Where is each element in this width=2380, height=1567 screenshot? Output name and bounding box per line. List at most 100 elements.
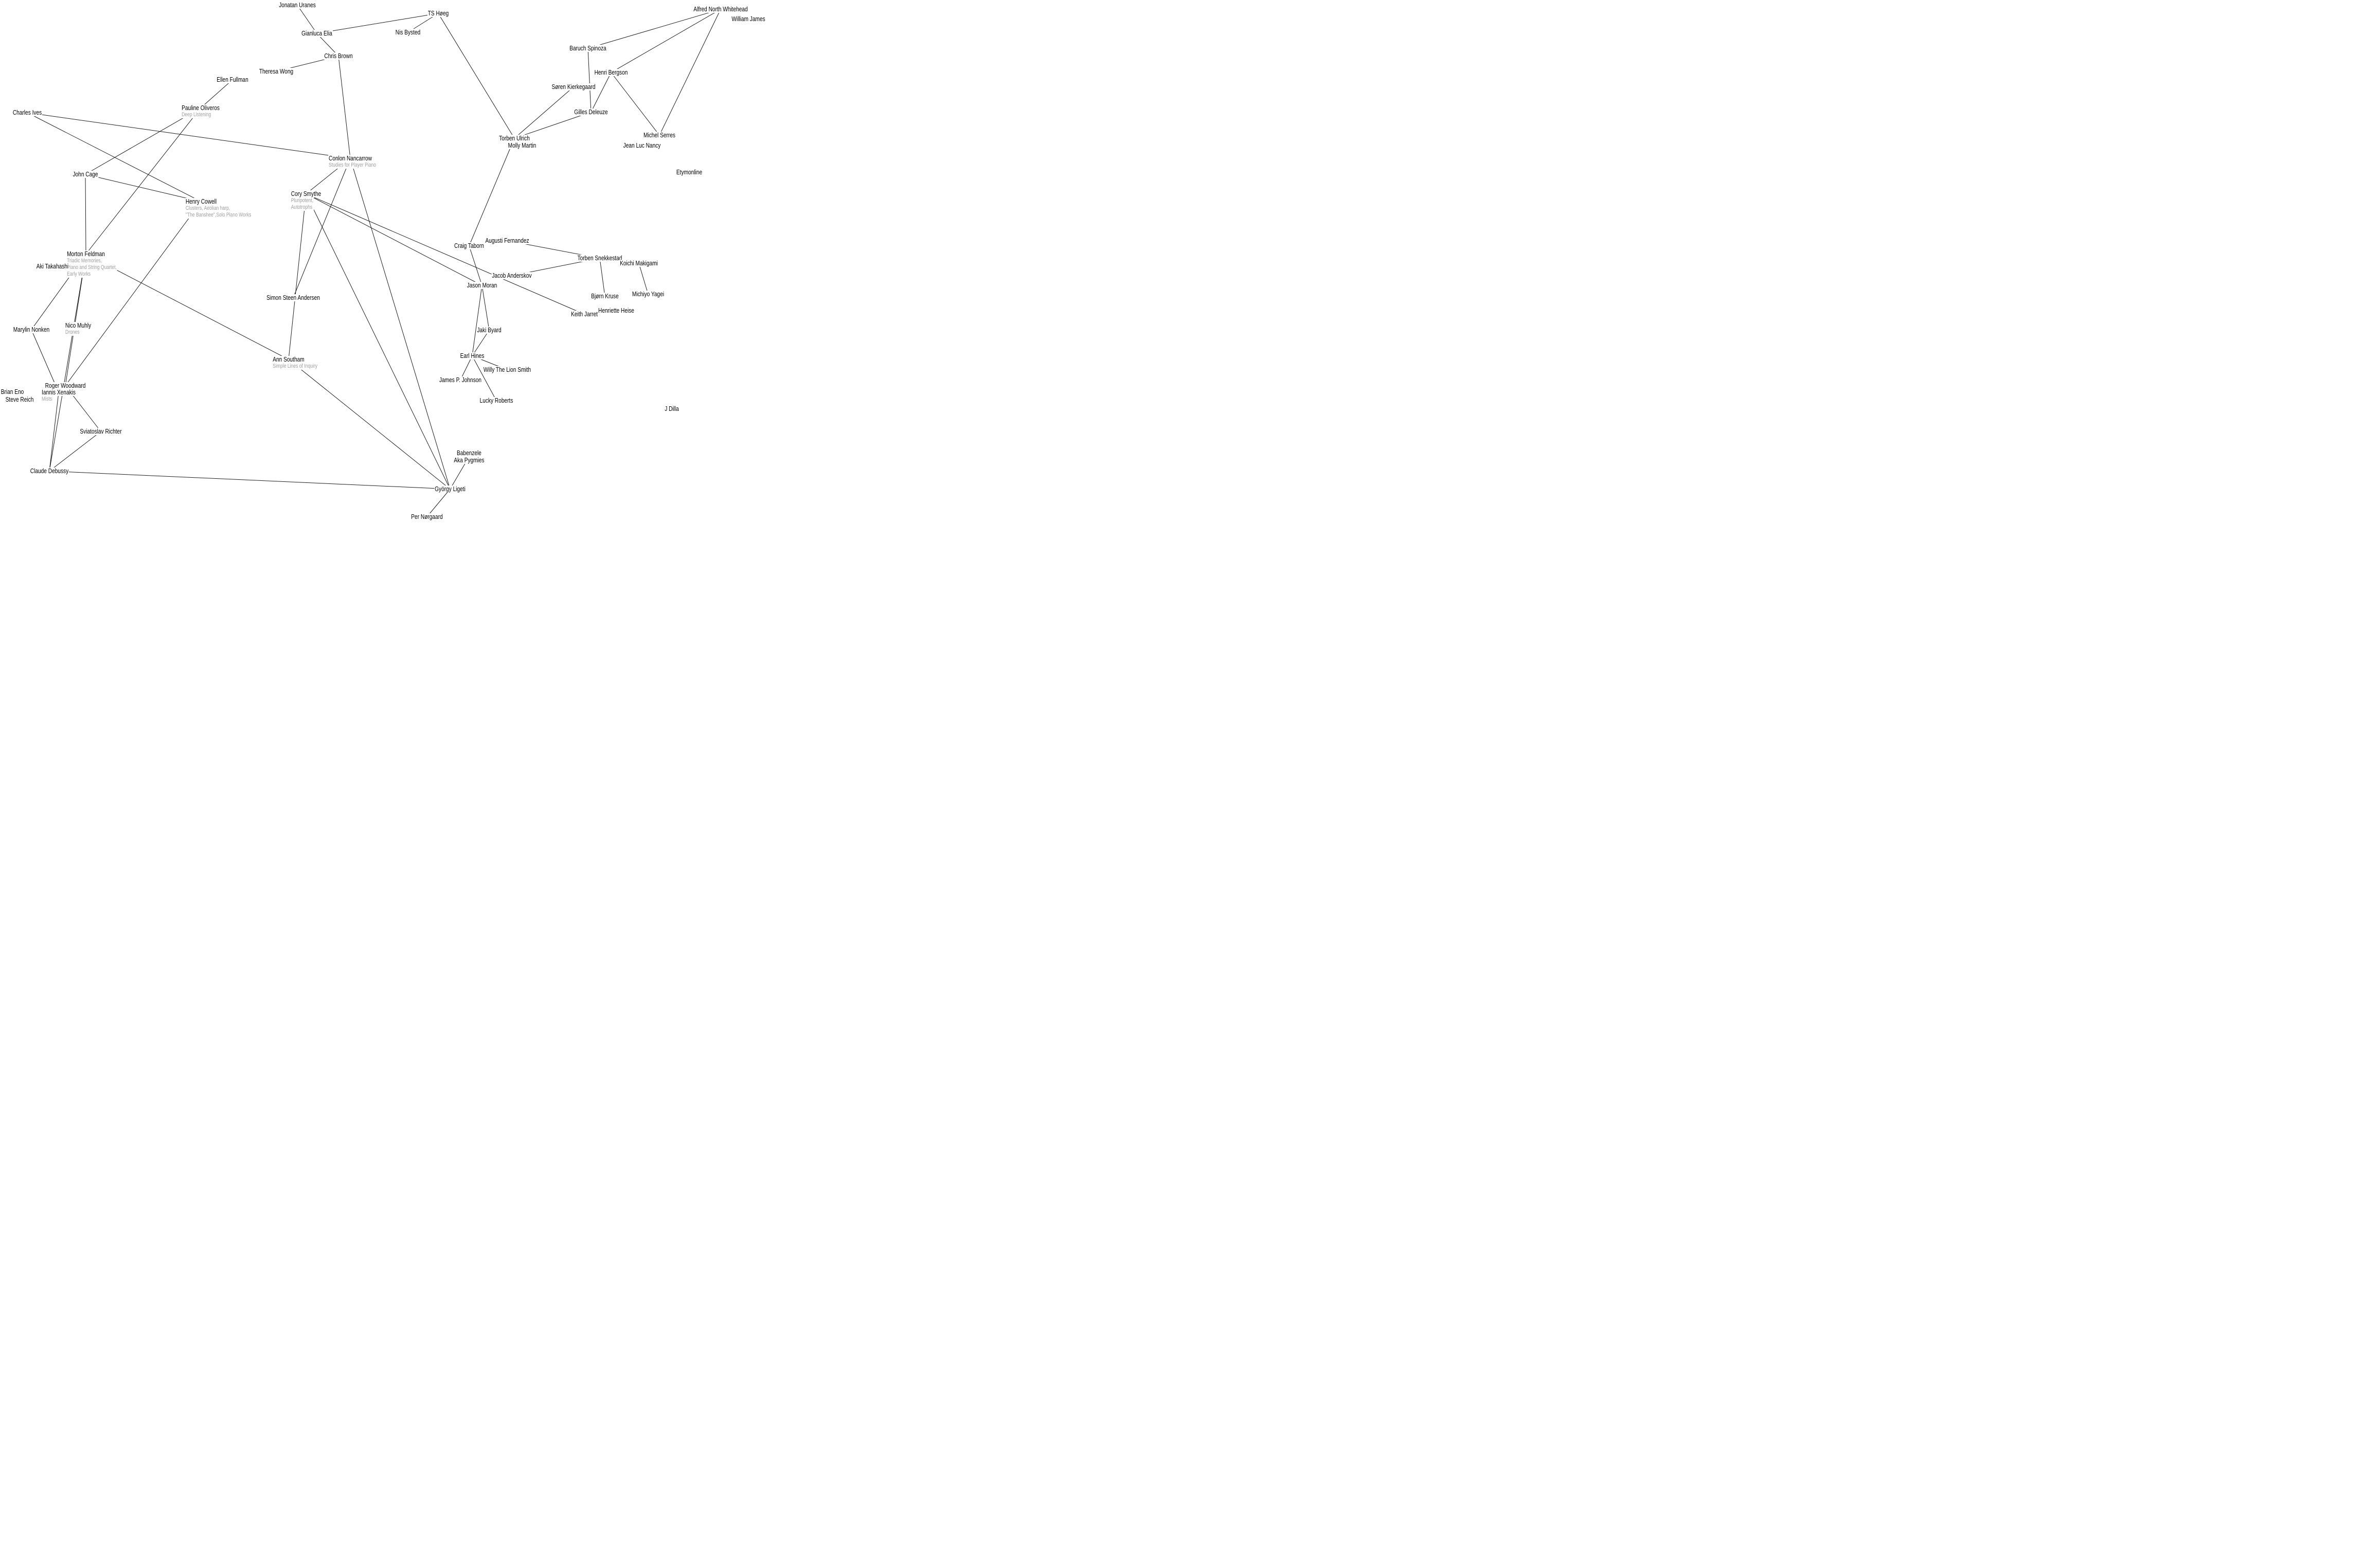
edge-john-cage--henry-cowell bbox=[85, 174, 202, 202]
graph-node-james-p-johnson[interactable]: James P. Johnson bbox=[439, 376, 482, 384]
node-label: Willy The Lion Smith bbox=[483, 366, 531, 373]
graph-node-gianluca-elia[interactable]: Gianluca Elia bbox=[301, 29, 333, 37]
graph-node-lucky-roberts[interactable]: Lucky Roberts bbox=[479, 397, 514, 404]
node-label: Theresa Wong bbox=[259, 67, 294, 75]
graph-node-pauline-oliveros[interactable]: Pauline Oliveros Deep Listening bbox=[181, 104, 220, 118]
graph-node-brian-eno[interactable]: Brian Eno bbox=[0, 388, 25, 395]
edge-layer bbox=[27, 5, 721, 517]
node-label: Roger Woodward bbox=[44, 382, 86, 389]
edge-gilles-deleuze--henri-bergson bbox=[590, 72, 612, 113]
graph-node-roger-woodward[interactable]: Roger Woodward bbox=[44, 382, 86, 389]
edge-craig-taborn--jason-moran bbox=[469, 245, 482, 286]
edge-henry-cowell--roger-woodward bbox=[65, 201, 202, 386]
graph-node-william-james[interactable]: William James bbox=[731, 15, 766, 23]
edge-soren-kierkegaard--torben-ulrich bbox=[514, 86, 574, 139]
graph-node-charles-ives[interactable]: Charles Ives bbox=[12, 109, 42, 116]
node-label: Baruch Spinoza bbox=[569, 44, 607, 52]
graph-node-john-cage[interactable]: John Cage bbox=[72, 171, 99, 178]
edge-charles-ives--conlon-nancarrow bbox=[27, 112, 351, 159]
graph-node-koichi-makigami[interactable]: Koichi Makigami bbox=[619, 260, 658, 267]
node-label: Keith Jarret bbox=[570, 310, 598, 318]
graph-node-ts-hoeg[interactable]: TS Høeg bbox=[427, 10, 450, 17]
graph-node-augusti-fernandez[interactable]: Augusti Fernandez bbox=[485, 237, 530, 244]
graph-node-craig-taborn[interactable]: Craig Taborn bbox=[454, 242, 485, 249]
graph-node-gyorgy-ligeti[interactable]: György Ligeti bbox=[434, 485, 466, 493]
graph-node-babenzele-aka-pygmies[interactable]: Babenzele Aka Pygmies bbox=[453, 449, 485, 464]
node-sublabel: Drones bbox=[65, 329, 80, 336]
graph-node-simon-steen-andersen[interactable]: Simon Steen Andersen bbox=[266, 294, 320, 301]
node-label: Alfred North Whitehead bbox=[693, 5, 748, 13]
graph-node-henriette-heise[interactable]: Henriette Heise bbox=[598, 307, 635, 314]
graph-node-cory-smythe[interactable]: Cory Smythe Pluripotent, Autotrophs bbox=[290, 190, 322, 211]
node-label: Michiyo Yagei bbox=[632, 290, 665, 298]
graph-node-michel-serres[interactable]: Michel Serres bbox=[643, 132, 676, 139]
node-label: Jacob Anderskov bbox=[491, 272, 532, 279]
edge-cory-smythe--ann-southam bbox=[288, 193, 307, 360]
graph-node-baruch-spinoza[interactable]: Baruch Spinoza bbox=[569, 44, 607, 52]
edge-ts-hoeg--torben-ulrich bbox=[438, 13, 515, 139]
graph-node-theresa-wong[interactable]: Theresa Wong bbox=[259, 68, 294, 75]
edge-gilles-deleuze--torben-ulrich bbox=[514, 112, 592, 139]
graph-node-willy-the-lion-smith[interactable]: Willy The Lion Smith bbox=[483, 366, 531, 373]
node-label: Sviatoslav Richter bbox=[79, 427, 122, 435]
edge-torben-ulrich--craig-taborn bbox=[469, 138, 515, 246]
graph-node-claude-debussy[interactable]: Claude Debussy bbox=[30, 467, 69, 475]
node-label: Molly Martin bbox=[507, 141, 537, 149]
edge-per-norgaard--gyorgy-ligeti bbox=[426, 489, 451, 517]
graph-node-jacob-anderskov[interactable]: Jacob Anderskov bbox=[491, 272, 532, 279]
graph-node-torben-snekkestad[interactable]: Torben Snekkestad bbox=[577, 254, 623, 262]
graph-node-marylin-nonken[interactable]: Marylin Nonken bbox=[12, 326, 50, 333]
graph-node-bjorn-kruse[interactable]: Bjørn Kruse bbox=[590, 293, 619, 300]
graph-node-earl-hines[interactable]: Earl Hines bbox=[459, 352, 485, 359]
node-label: James P. Johnson bbox=[439, 376, 482, 384]
graph-node-iannis-xenakis[interactable]: Iannis Xenakis Mists bbox=[41, 389, 76, 403]
graph-node-alfred-north-whitehead[interactable]: Alfred North Whitehead bbox=[693, 6, 748, 13]
graph-node-jaki-byard[interactable]: Jaki Byard bbox=[476, 327, 502, 334]
edge-alfred-north-whitehead--baruch-spinoza bbox=[587, 9, 721, 49]
node-label: Lucky Roberts bbox=[479, 397, 514, 404]
node-label: Nis Bysted bbox=[395, 28, 421, 36]
node-label: Claude Debussy bbox=[30, 467, 69, 475]
node-sublabel: Clusters, Aeolian harp, "The Banshee",So… bbox=[185, 205, 252, 219]
graph-node-nis-bysted[interactable]: Nis Bysted bbox=[395, 29, 421, 36]
graph-node-etymonline[interactable]: Etymonline bbox=[676, 169, 703, 176]
graph-node-molly-martin[interactable]: Molly Martin bbox=[507, 141, 537, 149]
graph-node-morton-feldman[interactable]: Morton Feldman Triadic Memories, Piano an… bbox=[66, 250, 117, 278]
edge-cory-smythe--jason-moran bbox=[306, 193, 482, 286]
node-label: Craig Taborn bbox=[454, 242, 485, 249]
graph-node-michiyo-yagei[interactable]: Michiyo Yagei bbox=[632, 291, 665, 298]
graph-node-ann-southam[interactable]: Ann Southam Simple Lines of Inquiry bbox=[272, 356, 318, 370]
graph-node-gilles-deleuze[interactable]: Gilles Deleuze bbox=[574, 109, 609, 116]
graph-node-ellen-fullman[interactable]: Ellen Fullman bbox=[216, 76, 249, 83]
edge-jonatan-uranes--gianluca-elia bbox=[297, 5, 317, 34]
node-label: Torben Snekkestad bbox=[577, 254, 623, 262]
graph-node-aki-takahashi[interactable]: Aki Takahashi bbox=[36, 263, 69, 270]
edge-koichi-makigami--michiyo-yagei bbox=[638, 263, 649, 295]
edge-pauline-oliveros--john-cage bbox=[85, 107, 201, 175]
graph-node-nico-muhly[interactable]: Nico Muhly Drones bbox=[65, 322, 92, 336]
graph-node-torben-ulrich[interactable]: Torben Ulrich bbox=[498, 135, 530, 142]
graph-node-per-norgaard[interactable]: Per Nørgaard bbox=[410, 513, 443, 520]
node-label: Gianluca Elia bbox=[301, 29, 333, 37]
edge-gianluca-elia--ts-hoeg bbox=[316, 13, 439, 34]
graph-node-jean-luc-nancy[interactable]: Jean Luc Nancy bbox=[622, 142, 661, 149]
graph-node-henri-bergson[interactable]: Henri Bergson bbox=[594, 69, 629, 76]
graph-node-j-dilla[interactable]: J Dilla bbox=[664, 405, 679, 412]
graph-node-soren-kierkegaard[interactable]: Søren Kierkegaard bbox=[551, 83, 596, 91]
graph-node-jason-moran[interactable]: Jason Moran bbox=[466, 282, 498, 289]
graph-node-henry-cowell[interactable]: Henry Cowell Clusters, Aeolian harp, "The… bbox=[185, 198, 252, 219]
node-label: Babenzele Aka Pygmies bbox=[453, 449, 485, 464]
node-sublabel: Deep Listening bbox=[181, 112, 212, 118]
node-label: Koichi Makigami bbox=[619, 259, 658, 267]
graph-node-keith-jarret[interactable]: Keith Jarret bbox=[570, 311, 598, 318]
graph-node-conlon-nancarrow[interactable]: Conlon Nancarrow Studies for Player Piano bbox=[328, 155, 377, 169]
graph-node-chris-brown[interactable]: Chris Brown bbox=[324, 52, 353, 60]
node-label: Simon Steen Andersen bbox=[266, 294, 320, 301]
node-label: György Ligeti bbox=[434, 485, 466, 493]
node-label: Bjørn Kruse bbox=[590, 292, 619, 300]
graph-node-steve-reich[interactable]: Steve Reich bbox=[5, 396, 34, 403]
graph-node-sviatoslav-richter[interactable]: Sviatoslav Richter bbox=[79, 427, 122, 435]
edge-baruch-spinoza--gilles-deleuze bbox=[587, 48, 592, 113]
graph-canvas[interactable]: Jonatan Uranes Gianluca Elia TS Høeg Nis By… bbox=[0, 0, 793, 523]
graph-node-jonatan-uranes[interactable]: Jonatan Uranes bbox=[278, 2, 316, 9]
